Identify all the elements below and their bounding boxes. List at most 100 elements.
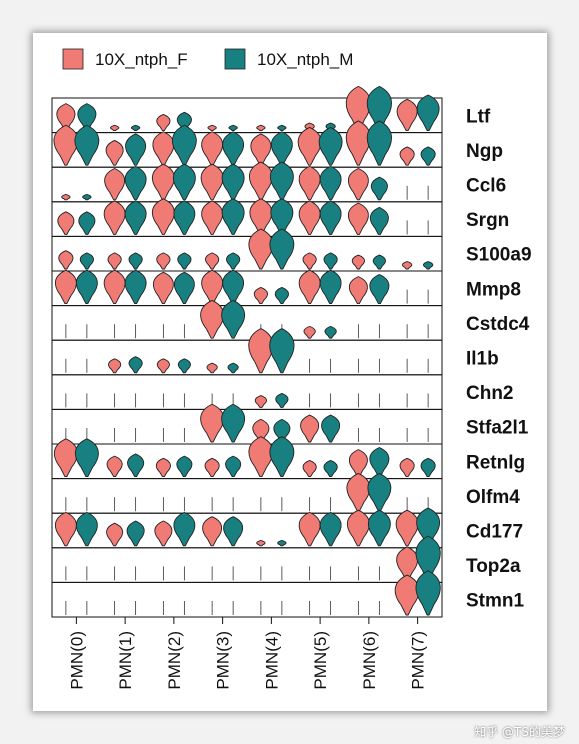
row-panel [51, 305, 443, 341]
violin-Retnlg-PMN(3)-10X_ntph_M [225, 455, 242, 478]
violin-Cd177-PMN(0)-10X_ntph_F [55, 511, 77, 547]
violin-Ngp-PMN(4)-10X_ntph_F [250, 133, 272, 166]
violin-Retnlg-PMN(6)-10X_ntph_F [348, 449, 368, 478]
violin-Il1b-PMN(4)-10X_ntph_F [248, 328, 274, 374]
violin-S100a9-PMN(4)-10X_ntph_F [248, 228, 274, 270]
violin-Retnlg-PMN(6)-10X_ntph_M [369, 446, 390, 478]
row-panel [51, 547, 443, 583]
gene-label: Stfa2l1 [466, 418, 529, 439]
violin-Cd177-PMN(3)-10X_ntph_F [202, 516, 223, 547]
violin-Srgn-PMN(3)-10X_ntph_F [201, 200, 223, 235]
violin-Mmp8-PMN(5)-10X_ntph_F [298, 269, 321, 305]
violin-Cd177-PMN(6)-10X_ntph_M [368, 509, 391, 547]
row-panel [51, 339, 443, 376]
violin-Mmp8-PMN(6)-10X_ntph_F [348, 276, 368, 305]
violin-Cd177-PMN(2)-10X_ntph_M [173, 511, 196, 547]
violin-Retnlg-PMN(3)-10X_ntph_F [204, 457, 220, 478]
violin-Il1b-PMN(3)-10X_ntph_M [227, 362, 239, 374]
violin-Ccl6-PMN(6)-10X_ntph_F [347, 168, 369, 201]
violin-Stfa2l1-PMN(3)-10X_ntph_F [200, 403, 224, 443]
violin-Mmp8-PMN(2)-10X_ntph_M [173, 271, 195, 305]
violin-Ngp-PMN(5)-10X_ntph_F [297, 126, 322, 166]
violin-Retnlg-PMN(2)-10X_ntph_M [176, 455, 193, 478]
gene-label: Srgn [466, 210, 509, 231]
violin-Ltf-PMN(1)-10X_ntph_F [110, 124, 120, 132]
violin-Ccl6-PMN(0)-10X_ntph_M [82, 194, 92, 201]
gene-label: Retnlg [466, 452, 525, 473]
violin-Mmp8-PMN(1)-10X_ntph_F [103, 269, 126, 305]
x-tick-label: PMN(6) [360, 631, 379, 690]
violin-S100a9-PMN(3)-10X_ntph_F [205, 252, 220, 270]
violin-Olfm4-PMN(6)-10X_ntph_F [346, 472, 371, 512]
violin-Il1b-PMN(3)-10X_ntph_F [206, 362, 218, 374]
violin-Ltf-PMN(7)-10X_ntph_M [416, 94, 440, 132]
violin-Ngp-PMN(5)-10X_ntph_M [318, 126, 343, 166]
violin-Il1b-PMN(1)-10X_ntph_F [108, 358, 122, 374]
violin-S100a9-PMN(1)-10X_ntph_F [107, 252, 122, 270]
violin-Stfa2l1-PMN(5)-10X_ntph_F [300, 414, 320, 443]
gene-label: Ltf [466, 106, 491, 127]
violin-Srgn-PMN(5)-10X_ntph_M [319, 200, 342, 235]
legend-label: 10X_ntph_F [95, 50, 188, 69]
violin-Cd177-PMN(5)-10X_ntph_F [298, 511, 321, 547]
violin-Cstdc4-PMN(5)-10X_ntph_M [324, 325, 337, 339]
violin-Retnlg-PMN(1)-10X_ntph_F [106, 455, 123, 478]
violin-Srgn-PMN(6)-10X_ntph_F [347, 202, 369, 235]
violin-Retnlg-PMN(5)-10X_ntph_F [302, 459, 317, 478]
violin-Cd177-PMN(2)-10X_ntph_F [154, 520, 173, 547]
gene-label: Il1b [466, 349, 499, 370]
violin-Ngp-PMN(7)-10X_ntph_M [420, 146, 436, 166]
violin-Ccl6-PMN(5)-10X_ntph_M [319, 165, 342, 201]
row-panel [51, 408, 443, 445]
violin-Ccl6-PMN(1)-10X_ntph_M [124, 165, 147, 201]
violin-Ngp-PMN(6)-10X_ntph_F [345, 120, 371, 166]
violin-Ltf-PMN(7)-10X_ntph_F [396, 98, 418, 132]
violin-Stmn1-PMN(7)-10X_ntph_F [394, 574, 420, 616]
violin-Ccl6-PMN(2)-10X_ntph_M [173, 163, 196, 201]
gene-label: Top2a [466, 556, 521, 577]
violin-Ngp-PMN(3)-10X_ntph_F [201, 131, 223, 166]
violin-Mmp8-PMN(5)-10X_ntph_M [319, 269, 342, 305]
violin-Ccl6-PMN(4)-10X_ntph_F [249, 161, 273, 201]
violin-S100a9-PMN(2)-10X_ntph_F [156, 252, 171, 270]
violin-Cd177-PMN(4)-10X_ntph_F [256, 540, 266, 547]
violin-Ngp-PMN(1)-10X_ntph_F [105, 139, 124, 166]
figure-card: 10X_ntph_F 10X_ntph_M Ltf Ngp Ccl6 Srgn S100a9… [33, 33, 547, 711]
violin-Ltf-PMN(3)-10X_ntph_M [228, 124, 238, 132]
violin-Stmn1-PMN(7)-10X_ntph_M [415, 570, 441, 616]
violin-Srgn-PMN(0)-10X_ntph_F [57, 211, 75, 235]
violin-Ngp-PMN(3)-10X_ntph_M [222, 131, 244, 166]
violin-Retnlg-PMN(7)-10X_ntph_F [399, 457, 415, 478]
violin-Ngp-PMN(0)-10X_ntph_M [74, 124, 100, 166]
violin-Retnlg-PMN(4)-10X_ntph_M [269, 436, 295, 478]
violin-Cd177-PMN(0)-10X_ntph_M [76, 511, 98, 547]
violin-S100a9-PMN(7)-10X_ntph_M [423, 261, 434, 270]
violin-Mmp8-PMN(0)-10X_ntph_M [76, 269, 98, 305]
x-tick-label: PMN(3) [214, 631, 233, 690]
violin-Srgn-PMN(1)-10X_ntph_M [124, 200, 147, 235]
violin-Retnlg-PMN(0)-10X_ntph_F [54, 438, 78, 478]
violin-Ltf-PMN(4)-10X_ntph_F [256, 124, 266, 132]
violin-Ccl6-PMN(6)-10X_ntph_M [370, 176, 388, 201]
violin-S100a9-PMN(0)-10X_ntph_M [79, 252, 94, 270]
violin-Cd177-PMN(1)-10X_ntph_F [106, 522, 124, 547]
gene-label: Chn2 [466, 383, 514, 404]
violin-Il1b-PMN(4)-10X_ntph_M [269, 328, 295, 374]
gene-label: Stmn1 [466, 591, 525, 612]
violin-S100a9-PMN(2)-10X_ntph_M [177, 252, 192, 270]
violin-Retnlg-PMN(4)-10X_ntph_F [248, 436, 274, 478]
violin-Mmp8-PMN(3)-10X_ntph_M [222, 269, 244, 305]
legend-label: 10X_ntph_M [257, 50, 353, 69]
violin-S100a9-PMN(5)-10X_ntph_F [302, 252, 317, 270]
violin-Ccl6-PMN(3)-10X_ntph_M [221, 163, 245, 201]
violin-S100a9-PMN(1)-10X_ntph_M [128, 252, 143, 270]
violin-Ccl6-PMN(4)-10X_ntph_M [270, 161, 294, 201]
violin-Ltf-PMN(1)-10X_ntph_M [131, 124, 141, 132]
violin-Mmp8-PMN(0)-10X_ntph_F [55, 269, 77, 305]
violin-S100a9-PMN(0)-10X_ntph_F [58, 250, 74, 270]
x-tick-label: PMN(4) [262, 631, 281, 690]
violin-Il1b-PMN(2)-10X_ntph_F [156, 358, 170, 374]
gene-label: Mmp8 [466, 279, 521, 300]
violin-Cd177-PMN(7)-10X_ntph_F [395, 509, 419, 547]
violin-Retnlg-PMN(7)-10X_ntph_M [420, 457, 436, 478]
